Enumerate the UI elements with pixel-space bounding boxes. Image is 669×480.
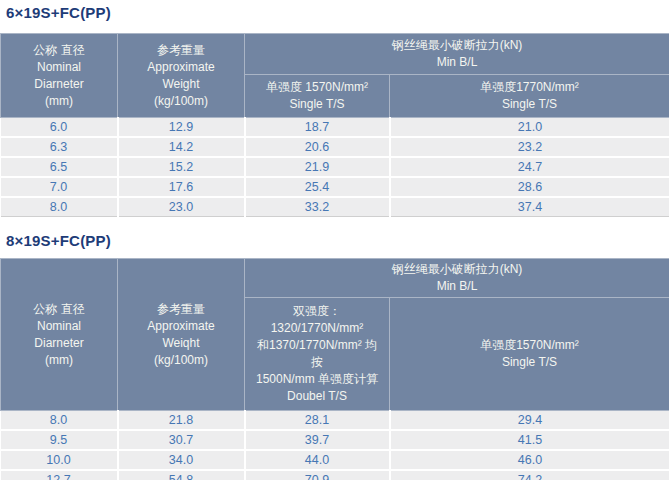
cell-diameter: 6.5 bbox=[1, 157, 118, 177]
cell-weight: 23.0 bbox=[118, 197, 245, 217]
cell-strength-b: 28.6 bbox=[390, 177, 669, 197]
column-header-strength-1570: 单强度1570N/mm² Single T/S bbox=[390, 298, 669, 411]
spec-table-8x19s: 公称 直径 Nominal Diarneter (mm) 参考重量 Approx… bbox=[0, 258, 669, 480]
cell-strength-b: 29.4 bbox=[390, 411, 669, 431]
cell-diameter: 6.0 bbox=[1, 118, 118, 138]
table-row: 9.5 30.7 39.7 41.5 bbox=[1, 430, 669, 450]
cell-diameter: 6.3 bbox=[1, 137, 118, 157]
cell-strength-a: 70.9 bbox=[245, 470, 390, 480]
cell-weight: 30.7 bbox=[118, 430, 245, 450]
cell-strength-b: 74.2 bbox=[390, 470, 669, 480]
table-row: 8.0 21.8 28.1 29.4 bbox=[1, 411, 669, 431]
column-header-diameter: 公称 直径 Nominal Diarneter (mm) bbox=[1, 34, 118, 118]
cell-strength-a: 20.6 bbox=[245, 137, 390, 157]
cell-strength-b: 41.5 bbox=[390, 430, 669, 450]
column-header-weight: 参考重量 Approximate Weight (kg/100m) bbox=[118, 34, 245, 118]
cell-weight: 34.0 bbox=[118, 450, 245, 470]
column-header-strength-1570: 单强度 1570N/mm² Single T/S bbox=[245, 75, 390, 118]
column-header-breaking-force: 钢丝绳最小破断拉力(kN) Min B/L bbox=[245, 259, 669, 298]
cell-strength-b: 23.2 bbox=[390, 137, 669, 157]
table-title-8x19s: 8×19S+FC(PP) bbox=[6, 232, 669, 250]
cell-strength-a: 18.7 bbox=[245, 118, 390, 138]
cell-strength-b: 37.4 bbox=[390, 197, 669, 217]
table-row: 7.0 17.6 25.4 28.6 bbox=[1, 177, 669, 197]
spec-table-6x19s: 公称 直径 Nominal Diarneter (mm) 参考重量 Approx… bbox=[0, 33, 669, 217]
column-header-breaking-force: 钢丝绳最小破断拉力(kN) Min B/L bbox=[245, 34, 669, 75]
cell-weight: 54.8 bbox=[118, 470, 245, 480]
cell-strength-a: 25.4 bbox=[245, 177, 390, 197]
column-header-weight: 参考重量 Approximate Weiqht (kg/100m) bbox=[118, 259, 245, 411]
cell-strength-a: 44.0 bbox=[245, 450, 390, 470]
cell-strength-b: 21.0 bbox=[390, 118, 669, 138]
cell-strength-a: 39.7 bbox=[245, 430, 390, 450]
table-row: 12.7 54.8 70.9 74.2 bbox=[1, 470, 669, 480]
cell-strength-b: 24.7 bbox=[390, 157, 669, 177]
table-title-6x19s: 6×19S+FC(PP) bbox=[6, 4, 669, 22]
table-row: 6.5 15.2 21.9 24.7 bbox=[1, 157, 669, 177]
table-row: 6.3 14.2 20.6 23.2 bbox=[1, 137, 669, 157]
cell-weight: 21.8 bbox=[118, 411, 245, 431]
cell-diameter: 9.5 bbox=[1, 430, 118, 450]
cell-strength-a: 33.2 bbox=[245, 197, 390, 217]
cell-diameter: 12.7 bbox=[1, 470, 118, 480]
column-header-diameter: 公称 直径 Nominal Diarneter (mm) bbox=[1, 259, 118, 411]
cell-strength-b: 46.0 bbox=[390, 450, 669, 470]
table-row: 6.0 12.9 18.7 21.0 bbox=[1, 118, 669, 138]
cell-weight: 14.2 bbox=[118, 137, 245, 157]
column-header-double-strength: 双强度： 1320/1770N/mm² 和1370/1770N/mm² 均 按 … bbox=[245, 298, 390, 411]
cell-weight: 17.6 bbox=[118, 177, 245, 197]
cell-diameter: 8.0 bbox=[1, 411, 118, 431]
cell-diameter: 7.0 bbox=[1, 177, 118, 197]
cell-strength-a: 21.9 bbox=[245, 157, 390, 177]
table-row: 8.0 23.0 33.2 37.4 bbox=[1, 197, 669, 217]
table-row: 10.0 34.0 44.0 46.0 bbox=[1, 450, 669, 470]
cell-weight: 15.2 bbox=[118, 157, 245, 177]
cell-weight: 12.9 bbox=[118, 118, 245, 138]
column-header-strength-1770: 单强度1770N/mm² Single T/S bbox=[390, 75, 669, 118]
cell-diameter: 8.0 bbox=[1, 197, 118, 217]
cell-strength-a: 28.1 bbox=[245, 411, 390, 431]
cell-diameter: 10.0 bbox=[1, 450, 118, 470]
